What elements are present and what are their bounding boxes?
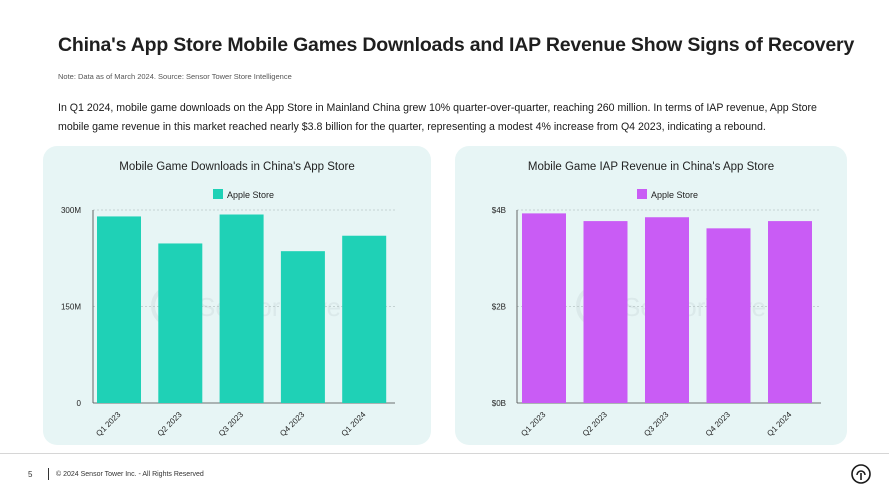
x-tick-label: Q1 2023 xyxy=(94,410,122,438)
bar xyxy=(342,235,387,403)
chart-title: Mobile Game Downloads in China's App Sto… xyxy=(119,161,355,173)
copyright-text: © 2024 Sensor Tower Inc. - All Rights Re… xyxy=(56,471,204,478)
y-tick-label: $0B xyxy=(492,399,506,408)
x-tick-label: Q3 2023 xyxy=(642,410,670,438)
bar xyxy=(645,217,689,403)
y-tick-label: $2B xyxy=(492,303,506,312)
x-tick-label: Q2 2023 xyxy=(156,410,184,438)
page-title: China's App Store Mobile Games Downloads… xyxy=(58,34,855,56)
bar xyxy=(219,214,264,403)
y-tick-label: 0 xyxy=(77,399,82,408)
x-tick-label: Q1 2024 xyxy=(340,410,368,438)
downloads-chart-panel: SensorTower Mobile Game Downloads in Chin… xyxy=(43,146,431,445)
y-tick-label: 300M xyxy=(61,206,81,215)
page-number: 5 xyxy=(28,470,33,479)
legend-swatch xyxy=(637,189,647,199)
bar xyxy=(522,213,566,403)
source-note: Note: Data as of March 2024. Source: Sen… xyxy=(58,72,292,81)
y-tick-label: 150M xyxy=(61,303,81,312)
x-tick-label: Q3 2023 xyxy=(217,410,245,438)
legend-swatch xyxy=(213,189,223,199)
x-tick-label: Q1 2024 xyxy=(765,410,793,438)
chart-title: Mobile Game IAP Revenue in China's App S… xyxy=(528,161,774,173)
bar xyxy=(97,216,141,403)
bar xyxy=(158,243,203,403)
footer-separator xyxy=(48,468,49,480)
bar xyxy=(706,228,751,403)
revenue-chart-panel: SensorTower Mobile Game IAP Revenue in Ch… xyxy=(455,146,847,445)
description-paragraph: In Q1 2024, mobile game downloads on the… xyxy=(58,102,817,133)
footer-divider xyxy=(0,453,889,454)
bar xyxy=(280,251,325,403)
legend-label: Apple Store xyxy=(227,190,274,200)
legend-label: Apple Store xyxy=(651,190,698,200)
sensor-tower-logo-icon xyxy=(851,464,871,484)
bar xyxy=(768,221,812,403)
x-tick-label: Q1 2023 xyxy=(519,410,547,438)
x-tick-label: Q4 2023 xyxy=(704,410,732,438)
x-tick-label: Q2 2023 xyxy=(581,410,609,438)
y-tick-label: $4B xyxy=(492,206,506,215)
bar xyxy=(583,221,628,403)
x-tick-label: Q4 2023 xyxy=(278,410,306,438)
